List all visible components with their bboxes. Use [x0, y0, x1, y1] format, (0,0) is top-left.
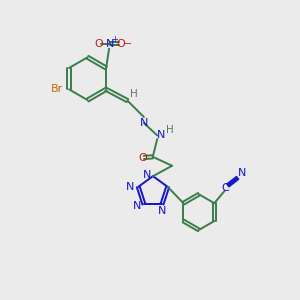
Text: H: H — [166, 125, 174, 135]
Text: O: O — [94, 39, 103, 49]
Text: C: C — [222, 183, 230, 193]
Text: N: N — [106, 39, 114, 49]
Text: Br: Br — [50, 84, 63, 94]
Text: N: N — [133, 201, 142, 211]
Text: H: H — [130, 89, 137, 99]
Text: N: N — [157, 130, 166, 140]
Text: N: N — [143, 170, 151, 180]
Text: O: O — [117, 39, 125, 49]
Text: N: N — [126, 182, 135, 192]
Text: N: N — [238, 169, 246, 178]
Text: O: O — [138, 153, 147, 163]
Text: +: + — [112, 34, 118, 43]
Text: −: − — [124, 39, 133, 49]
Text: N: N — [140, 118, 148, 128]
Text: N: N — [158, 206, 166, 216]
